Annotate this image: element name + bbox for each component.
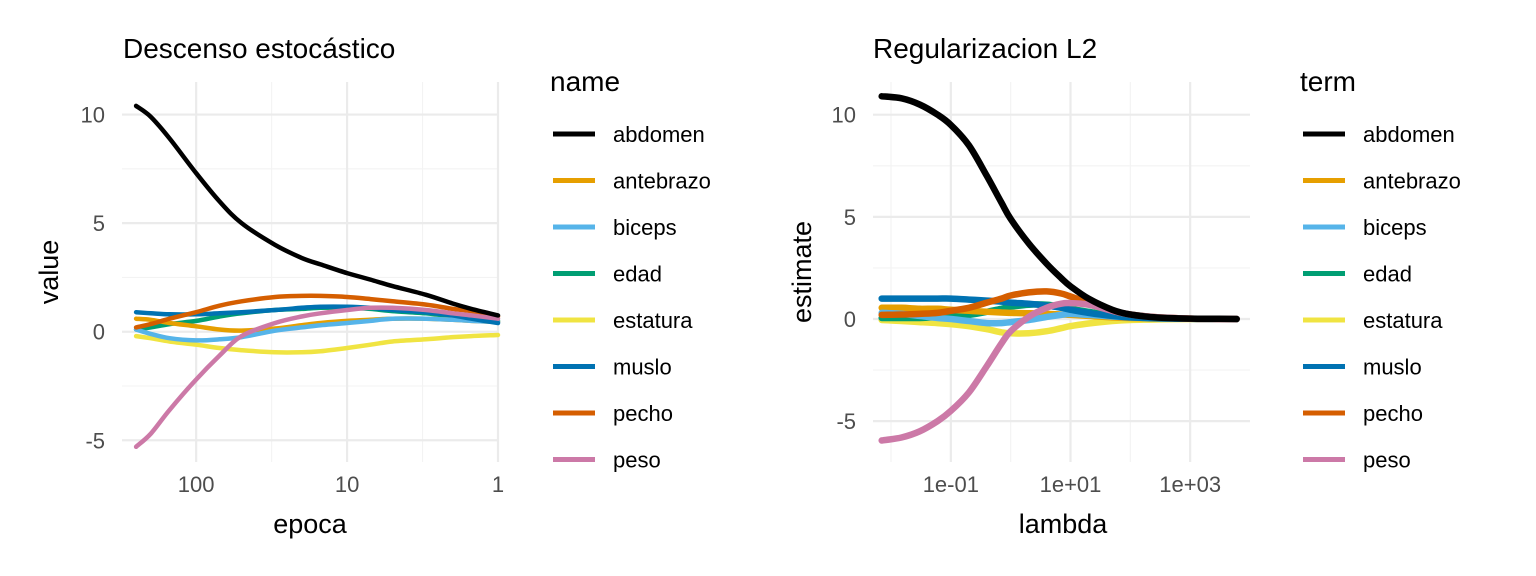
series-line-peso [133,305,501,450]
legend-label: edad [1363,262,1412,287]
legend: term abdomen antebrazo biceps edad estatura m… [1300,66,1461,473]
legend-item-biceps: biceps [553,215,677,240]
x-axis-title: lambda [1019,509,1109,539]
chart-title: Regularizacion L2 [873,33,1097,64]
legend-label: abdomen [1363,122,1455,147]
x-tick-label: 1 [492,472,504,497]
legend-label: pecho [1363,401,1423,426]
legend-item-antebrazo: antebrazo [1303,169,1461,194]
legend-title: name [550,66,620,97]
y-tick-label: 0 [844,307,856,332]
legend-item-estatura: estatura [1303,308,1443,333]
legend-item-muslo: muslo [553,355,672,380]
legend-label: muslo [1363,355,1422,380]
legend-item-edad: edad [553,262,662,287]
y-axis-title: value [34,240,64,305]
gridlines [873,82,1250,462]
y-tick-label: 10 [832,103,856,128]
x-axis-title: epoca [273,509,348,539]
legend-label: peso [613,448,661,473]
series-line-pecho [133,293,501,330]
legend-label: biceps [613,215,677,240]
y-tick-label: 5 [844,205,856,230]
legend-label: antebrazo [1363,169,1461,194]
legend-item-pecho: pecho [553,401,673,426]
series-lines [878,93,1240,444]
legend-item-abdomen: abdomen [553,122,705,147]
legend-label: edad [613,262,662,287]
chart-sgd: Descenso estocástico -5 0 5 10 100 10 1 epoca… [34,33,711,539]
legend-title: term [1300,66,1356,97]
series-line-abdomen [878,93,1240,323]
legend-label: estatura [613,308,693,333]
y-tick-label: 0 [93,320,105,345]
x-tick-labels: 1e-01 1e+01 1e+03 [923,472,1221,497]
y-tick-label: -5 [836,409,856,434]
legend-items: abdomen antebrazo biceps edad estatura muslo p… [553,122,711,473]
series-lines [133,103,501,450]
legend-item-peso: peso [1303,448,1411,473]
legend: name abdomen antebrazo biceps edad estatura m… [550,66,711,473]
y-axis-title: estimate [787,221,817,323]
legend-label: muslo [613,355,672,380]
legend-label: antebrazo [613,169,711,194]
legend-item-abdomen: abdomen [1303,122,1455,147]
legend-item-peso: peso [553,448,661,473]
y-tick-label: 5 [93,211,105,236]
legend-label: biceps [1363,215,1427,240]
gridlines [122,82,500,462]
legend-label: abdomen [613,122,705,147]
legend-item-antebrazo: antebrazo [553,169,711,194]
legend-items: abdomen antebrazo biceps edad estatura muslo p… [1303,122,1461,473]
legend-item-pecho: pecho [1303,401,1423,426]
x-tick-labels: 100 10 1 [178,472,504,497]
legend-item-edad: edad [1303,262,1412,287]
legend-label: pecho [613,401,673,426]
legend-item-estatura: estatura [553,308,693,333]
x-tick-label: 1e+03 [1159,472,1221,497]
chart-l2: Regularizacion L2 -5 0 5 10 1e-01 1e+01 1e+03… [787,33,1461,539]
series-line-biceps [133,316,501,343]
y-tick-label: -5 [85,428,105,453]
y-tick-label: 10 [81,103,105,128]
x-tick-label: 1e+01 [1040,472,1102,497]
y-tick-labels: -5 0 5 10 [81,103,105,454]
legend-label: peso [1363,448,1411,473]
chart-title: Descenso estocástico [123,33,395,64]
x-tick-label: 10 [335,472,359,497]
series-line-abdomen [133,103,501,318]
legend-label: estatura [1363,308,1443,333]
x-tick-label: 1e-01 [923,472,979,497]
series-line-estatura [133,332,501,355]
y-tick-labels: -5 0 5 10 [832,103,856,434]
x-tick-label: 100 [178,472,215,497]
legend-item-biceps: biceps [1303,215,1427,240]
legend-item-muslo: muslo [1303,355,1422,380]
